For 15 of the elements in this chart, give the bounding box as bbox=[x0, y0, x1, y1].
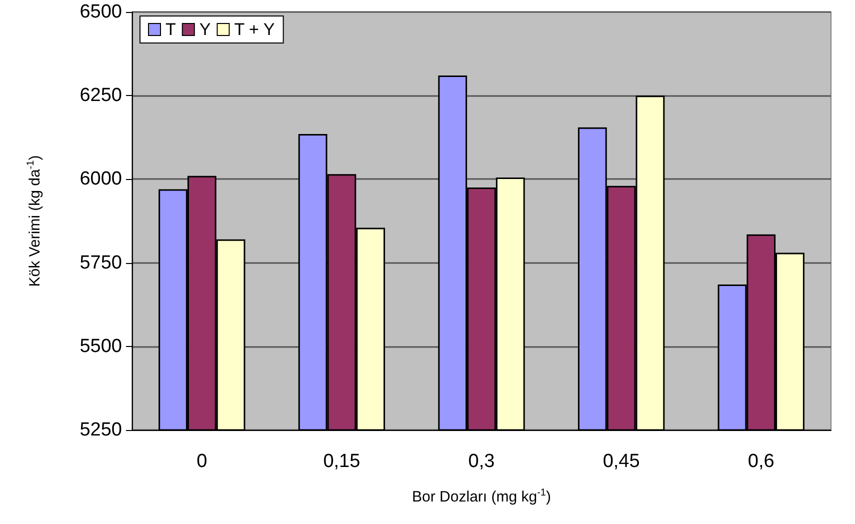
legend-label: T bbox=[166, 20, 176, 39]
y-tick-label: 6000 bbox=[80, 168, 122, 190]
legend-label: Y bbox=[199, 20, 211, 39]
x-tick-label: 0,6 bbox=[748, 451, 774, 472]
x-tick-label: 0,3 bbox=[468, 451, 495, 472]
x-tick-label: 0,45 bbox=[602, 451, 640, 472]
x-tick-label: 0,15 bbox=[323, 451, 360, 472]
y-tick-label: 6250 bbox=[80, 85, 122, 106]
legend-label: T + Y bbox=[234, 20, 275, 39]
y-tick-label: 6500 bbox=[80, 2, 122, 22]
y-tick-label: 5250 bbox=[80, 420, 122, 440]
y-axis-title: Kök Verimi (kg da-1) bbox=[26, 155, 44, 287]
y-tick-label: 5750 bbox=[80, 252, 122, 274]
x-tick-label: 0 bbox=[196, 451, 208, 472]
y-tick-label: 5500 bbox=[80, 336, 122, 357]
